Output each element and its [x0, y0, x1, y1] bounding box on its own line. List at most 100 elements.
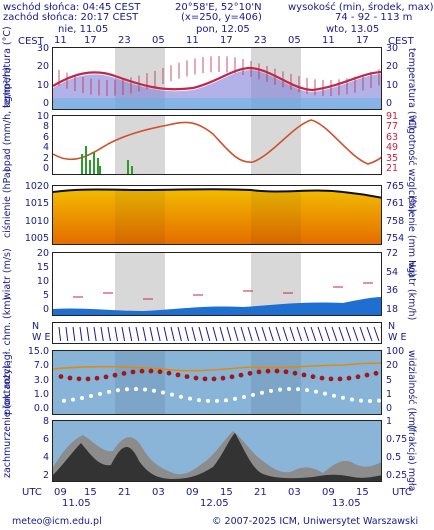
- cloud-base-dot: [319, 375, 325, 381]
- wind-direction-arrow: [366, 326, 373, 342]
- visibility-dot: [89, 394, 93, 399]
- wind-direction-arrow: [72, 326, 76, 342]
- precip-bars: [81, 146, 133, 174]
- cloud-base-dot: [229, 374, 235, 380]
- grid-point-text: (x=250, y=406): [181, 12, 262, 23]
- tick-right: 18: [386, 304, 399, 315]
- visibility-dot: [188, 396, 192, 401]
- hour-label: 15: [84, 487, 97, 498]
- wind-gust-marks: [73, 282, 373, 300]
- wind-direction-arrow: [163, 326, 168, 342]
- wind-direction-arrow: [219, 326, 225, 342]
- tick-right: 77: [386, 121, 399, 133]
- tick-left: 3.0: [33, 374, 49, 386]
- wind-direction-arrow: [135, 326, 140, 342]
- visibility-dot: [287, 387, 291, 392]
- tick-left: 1010: [24, 215, 49, 227]
- cloud-label-right: (frakcja) mgła: [406, 425, 417, 492]
- wind-direction-arrow: [79, 326, 83, 342]
- day-label-top-1: nie, 11.05: [58, 24, 109, 35]
- visibility-dot: [116, 388, 120, 393]
- visibility-dot: [71, 397, 75, 402]
- wind-direction-arrow: [191, 326, 197, 342]
- tick-right: 35: [386, 152, 399, 164]
- wind-direction-arrow: [142, 326, 147, 342]
- tick-left: 4: [42, 452, 49, 463]
- hour-label: 17: [84, 35, 97, 46]
- wind-speed-fill: [53, 297, 381, 315]
- visibility-dot: [296, 387, 300, 392]
- visibility-dot: [134, 387, 138, 392]
- visibility-dot: [224, 398, 228, 403]
- cloud-base-dot: [211, 376, 217, 382]
- wind-direction-arrow: [275, 326, 281, 342]
- wind-direction-arrow: [296, 326, 303, 342]
- wind-direction-arrow: [261, 326, 267, 342]
- humidity-line: [53, 119, 381, 165]
- timezone-left: CEST: [18, 36, 44, 47]
- tick-left: 30: [36, 43, 49, 54]
- cloud-base-dot: [139, 368, 145, 374]
- hour-label: 09: [322, 487, 335, 498]
- visibility-dot: [62, 398, 66, 403]
- wind-direction-arrow: [317, 326, 324, 342]
- cloud-base-dot: [337, 376, 343, 382]
- hour-label: 09: [54, 487, 67, 498]
- wind-direction-arrow: [205, 326, 211, 342]
- wind-direction-arrow: [303, 326, 310, 342]
- cloud-low-fill: [53, 433, 381, 481]
- visibility-dot: [251, 392, 255, 397]
- hour-label: 11: [186, 35, 199, 46]
- cloud-base-dot: [130, 369, 136, 375]
- tick-right: 30: [386, 43, 399, 54]
- tick-right: 0: [386, 98, 393, 109]
- tick-right: 0.5: [386, 452, 402, 463]
- visibility-dot: [233, 396, 237, 401]
- tick-left: 1020: [24, 181, 49, 192]
- cloud-base-dot: [301, 372, 307, 378]
- tick-left: 0: [42, 163, 49, 174]
- wind-direction-arrow: [121, 326, 126, 342]
- tick-right: 72: [386, 248, 399, 259]
- wind-direction-arrow: [268, 326, 274, 342]
- visibility-dot: [260, 390, 264, 395]
- day-label-bottom-1: 11.05: [62, 498, 91, 509]
- tick-left: 0.0: [33, 403, 49, 414]
- compass-left: N W E: [32, 321, 51, 343]
- tick-right: 765: [386, 181, 405, 192]
- visibility-dot: [269, 388, 273, 393]
- visibility-dot: [152, 388, 156, 393]
- tick-right: 20: [386, 360, 399, 372]
- utc-left: UTC: [22, 487, 42, 498]
- visibility-dot: [125, 387, 129, 392]
- visibility-line: [53, 362, 381, 372]
- tick-left: 15.0: [27, 346, 49, 357]
- footer-copyright: © 2007-2025 ICM, Uniwersytet Warszawski: [212, 516, 419, 527]
- tick-right: 91: [386, 111, 399, 122]
- tick-left: 8: [42, 416, 49, 427]
- wind-direction-arrow: [93, 326, 97, 342]
- visibility-dot: [377, 398, 381, 403]
- wind-label-left: wiatr (m/s): [2, 248, 13, 300]
- tick-left: 2: [42, 152, 49, 164]
- visibility-dot: [350, 397, 354, 402]
- day-label-bottom-3: 13.05: [332, 498, 361, 509]
- wind-direction-arrow: [359, 326, 366, 342]
- wind-direction-arrow: [212, 326, 218, 342]
- tick-right: 5: [386, 374, 393, 386]
- tick-left: 8: [42, 121, 49, 133]
- hour-label: 15: [356, 487, 369, 498]
- tick-left: 6: [42, 131, 49, 143]
- tick-left: 6: [42, 434, 49, 445]
- tick-right: 100: [386, 346, 405, 357]
- cloud-base-dot: [256, 369, 262, 375]
- cloud-base-dot: [292, 370, 298, 376]
- wind-direction-arrow: [107, 326, 111, 342]
- cloud-base-dot: [184, 374, 190, 380]
- pressure-line: [53, 188, 381, 199]
- visibility-label-right: widzialność (km): [406, 350, 417, 430]
- footer-email[interactable]: meteo@icm.edu.pl: [12, 516, 102, 527]
- height-label: wysokość (min, środek, max): [288, 2, 434, 13]
- cloud-base-dot: [283, 369, 289, 375]
- tick-left: 1005: [24, 233, 49, 244]
